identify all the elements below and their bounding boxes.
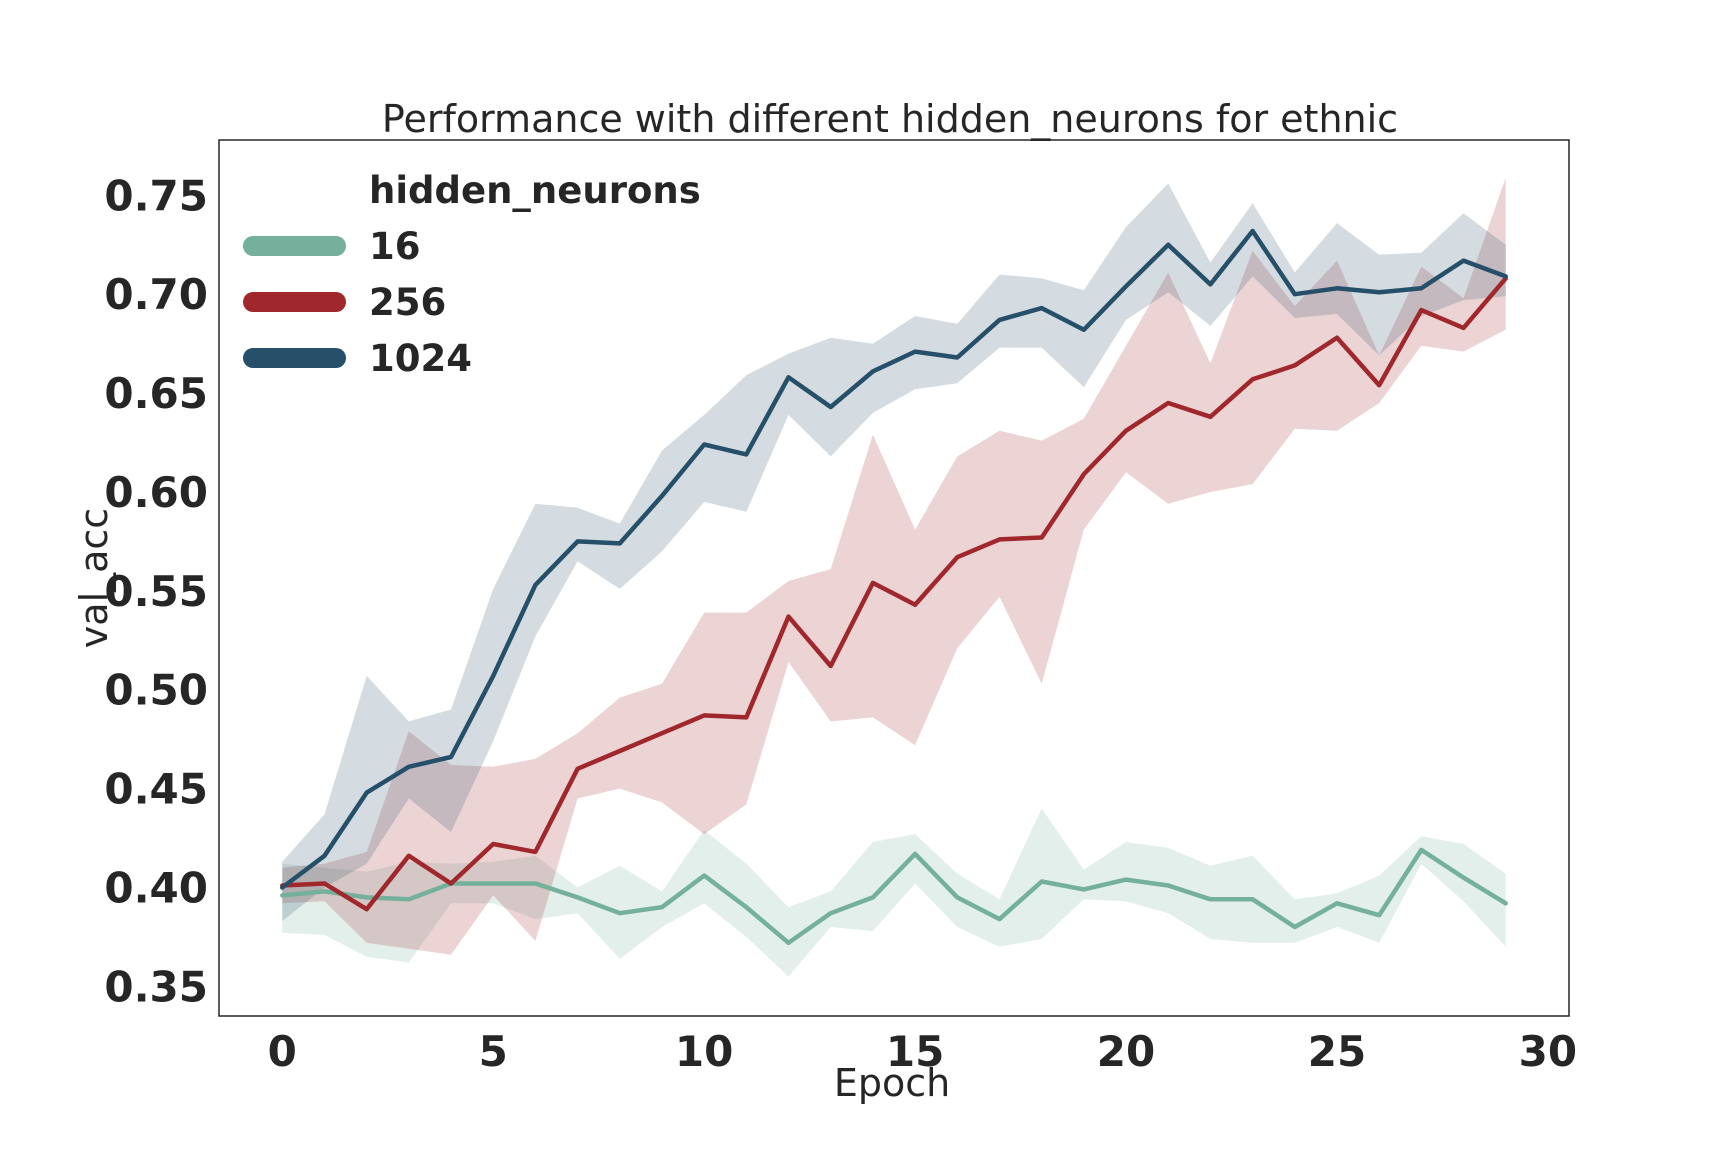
x-axis-ticks: 0 5 10 15 20 25 30 [268,1027,1577,1076]
band-series-1024 [282,183,1506,922]
y-tick-label: 0.55 [104,567,208,616]
y-axis-ticks: 0.35 0.40 0.45 0.50 0.55 0.60 0.65 0.70 0.75 [104,171,208,1011]
y-axis-label: val_acc [72,508,116,648]
y-tick-label: 0.50 [104,666,208,715]
line-series-1024 [280,228,1508,890]
line-series-256 [280,276,1508,912]
x-axis-label: Epoch [834,1061,950,1105]
y-tick-label: 0.60 [104,468,208,517]
band-series-16 [282,808,1506,977]
x-tick-label: 15 [886,1027,944,1076]
y-tick-label: 0.65 [104,369,208,418]
legend: hidden_neurons 16 256 1024 [243,169,701,380]
line-series-16 [280,847,1508,946]
y-tick-label: 0.45 [104,765,208,814]
chart-title: Performance with different hidden_neuron… [382,97,1398,141]
confidence-bands [282,177,1506,977]
x-tick-label: 25 [1308,1027,1366,1076]
x-tick-label: 30 [1519,1027,1577,1076]
legend-title: hidden_neurons [369,169,701,212]
legend-label-256: 256 [369,281,446,324]
y-tick-label: 0.40 [104,863,208,912]
y-tick-label: 0.35 [104,962,208,1011]
y-tick-label: 0.75 [104,171,208,220]
y-tick-label: 0.70 [104,270,208,319]
legend-label-16: 16 [369,225,421,268]
series-lines [280,228,1508,946]
x-tick-label: 0 [268,1027,297,1076]
x-tick-label: 20 [1097,1027,1155,1076]
x-tick-label: 5 [479,1027,508,1076]
plot-frame [218,139,1570,1017]
x-tick-label: 10 [675,1027,733,1076]
legend-label-1024: 1024 [369,337,472,380]
band-series-256 [282,177,1506,955]
